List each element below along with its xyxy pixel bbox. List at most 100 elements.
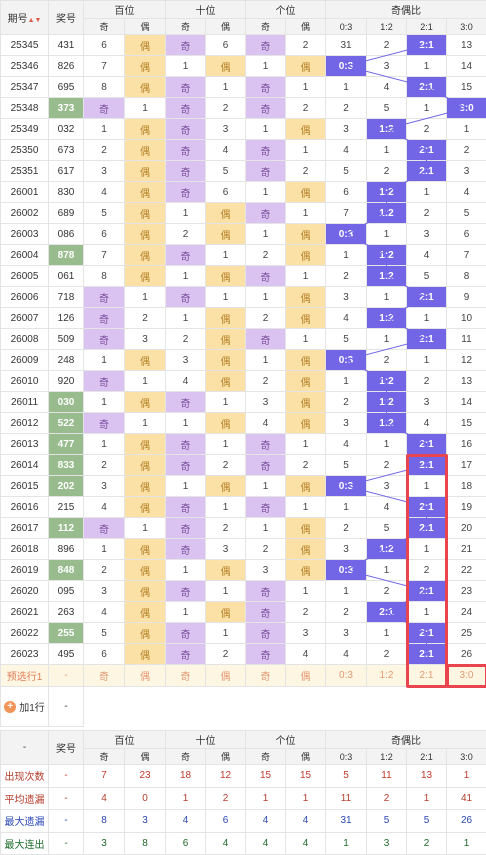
table-row: 26023 495 6 偶奇 2 奇 4 4 2 2:1 26 xyxy=(0,643,486,665)
units-even-cell: 偶 xyxy=(285,517,326,539)
preselect-row[interactable]: 预选行1 - 奇 偶 奇 偶 奇 偶 0:3 1:2 2:1 3:0 xyxy=(0,664,486,687)
ratio-cell: 1 xyxy=(325,76,367,98)
even-subheader: 偶 xyxy=(124,18,166,35)
stats-tens-header: 十位 xyxy=(165,730,246,749)
preselect-cell[interactable]: 偶 xyxy=(205,664,246,687)
preselect-cell[interactable]: 奇 xyxy=(83,664,125,687)
units-odd-cell: 奇 xyxy=(245,202,286,224)
units-odd-cell: 1 xyxy=(245,55,286,77)
hundreds-odd-cell: 奇 xyxy=(83,328,125,350)
hundreds-odd-cell: 奇 xyxy=(83,307,125,329)
ratio-cell: 1 xyxy=(406,307,447,329)
units-odd-cell: 2 xyxy=(245,370,286,392)
ratio-cell: 2 xyxy=(366,34,407,56)
issue-cell: 26006 xyxy=(0,286,49,308)
ratio-cell: 3 xyxy=(446,160,486,182)
add-row-button[interactable]: + 加1行 xyxy=(4,699,45,714)
ratio-cell: 0:3 xyxy=(325,349,367,371)
ratio-cell: 1:2 xyxy=(366,307,407,329)
add-row-button-cell[interactable]: + 加1行 xyxy=(0,686,49,727)
ratio-cell: 2 xyxy=(406,559,447,581)
units-odd-cell: 1 xyxy=(245,517,286,539)
ratio-cell: 1:2 xyxy=(366,244,407,266)
num-cell: 477 xyxy=(48,433,84,455)
odd-subheader: 奇 xyxy=(245,18,286,35)
stats-units-header: 个位 xyxy=(245,730,326,749)
stats-value: 1 xyxy=(165,786,206,810)
ratio-cell: 1 xyxy=(366,223,407,245)
tens-even-cell: 3 xyxy=(205,538,246,560)
issue-cell: 25348 xyxy=(0,97,49,119)
tens-even-cell: 偶 xyxy=(205,412,246,434)
sort-icon[interactable]: ▲▼ xyxy=(27,17,42,24)
tens-even-cell: 2 xyxy=(205,454,246,476)
ratio-cell: 5 xyxy=(325,454,367,476)
stats-value: 23 xyxy=(124,764,166,788)
hundreds-even-cell: 偶 xyxy=(124,265,166,287)
units-odd-cell: 奇 xyxy=(245,622,286,644)
ratio-cell: 13 xyxy=(446,370,486,392)
hundreds-even-cell: 偶 xyxy=(124,580,166,602)
num-cell: 673 xyxy=(48,139,84,161)
issue-cell: 26018 xyxy=(0,538,49,560)
ratio-cell: 2:1 xyxy=(406,433,447,455)
preselect-cell[interactable]: 3:0 xyxy=(446,664,486,687)
table-row: 26018 896 1 偶奇 3 2 偶 3 1:2 1 21 xyxy=(0,538,486,560)
ratio-cell: 24 xyxy=(446,601,486,623)
table-row: 26001 830 4 偶奇 6 1 偶 6 1:2 1 4 xyxy=(0,181,486,203)
tens-odd-cell: 1 xyxy=(165,55,206,77)
preselect-cell[interactable]: 0:3 xyxy=(325,664,367,687)
issue-cell: 26010 xyxy=(0,370,49,392)
issue-cell: 26007 xyxy=(0,307,49,329)
preselect-cell[interactable]: 偶 xyxy=(124,664,166,687)
table-row: 25345 431 6 偶奇 6 奇 2 31 2 2:1 13 xyxy=(0,34,486,56)
ratio-cell: 4 xyxy=(366,76,407,98)
num-cell: 689 xyxy=(48,202,84,224)
ratio-cell: 4 xyxy=(325,433,367,455)
stats-num: - xyxy=(48,831,84,855)
units-even-cell: 偶 xyxy=(285,286,326,308)
issue-cell: 26015 xyxy=(0,475,49,497)
stats-row: 最大遗漏 -8 3 4 6 4 4 31 5 5 26 xyxy=(0,809,486,833)
tens-even-cell: 2 xyxy=(205,517,246,539)
num-cell: 617 xyxy=(48,160,84,182)
issue-header[interactable]: 期号▲▼ xyxy=(0,0,49,35)
ratio-cell: 1 xyxy=(446,118,486,140)
table-row: 25346 826 7 偶 1 偶 1 偶 0:3 3 1 14 xyxy=(0,55,486,77)
stats-value: 3 xyxy=(366,831,407,855)
tens-even-cell: 1 xyxy=(205,391,246,413)
units-even-cell: 1 xyxy=(285,433,326,455)
table-row: 25351 617 3 偶奇 5 奇 2 5 2 2:1 3 xyxy=(0,160,486,182)
tens-odd-cell: 奇 xyxy=(165,76,206,98)
stats-value: 1 xyxy=(446,831,486,855)
ratio-subheader: 1:2 xyxy=(366,18,407,35)
preselect-cell[interactable]: 2:1 xyxy=(406,664,447,687)
issue-cell: 25345 xyxy=(0,34,49,56)
hundreds-odd-cell: 2 xyxy=(83,454,125,476)
ratio-cell: 31 xyxy=(325,34,367,56)
table-row: 26006 718 奇 1 奇 1 1 偶 3 1 2:1 9 xyxy=(0,286,486,308)
units-even-cell: 偶 xyxy=(285,538,326,560)
ratio-cell: 3:0 xyxy=(446,97,486,119)
issue-cell: 26011 xyxy=(0,391,49,413)
ratio-cell: 2:1 xyxy=(406,286,447,308)
preselect-cell[interactable]: 偶 xyxy=(285,664,326,687)
preselect-cell[interactable]: 奇 xyxy=(245,664,286,687)
issue-cell: 25351 xyxy=(0,160,49,182)
preselect-cell[interactable]: 1:2 xyxy=(366,664,407,687)
units-even-cell: 3 xyxy=(285,622,326,644)
ratio-cell: 17 xyxy=(446,454,486,476)
hundreds-even-cell: 偶 xyxy=(124,538,166,560)
num-cell: 896 xyxy=(48,538,84,560)
units-odd-cell: 奇 xyxy=(245,265,286,287)
preselect-cell[interactable]: 奇 xyxy=(165,664,206,687)
stats-value: 6 xyxy=(165,831,206,855)
num-cell: 830 xyxy=(48,181,84,203)
tens-odd-cell: 奇 xyxy=(165,139,206,161)
ratio-cell: 3 xyxy=(366,55,407,77)
hundreds-odd-cell: 奇 xyxy=(83,97,125,119)
ratio-cell: 6 xyxy=(446,223,486,245)
units-even-cell: 1 xyxy=(285,496,326,518)
stats-value: 6 xyxy=(205,809,246,833)
tens-even-cell: 偶 xyxy=(205,349,246,371)
